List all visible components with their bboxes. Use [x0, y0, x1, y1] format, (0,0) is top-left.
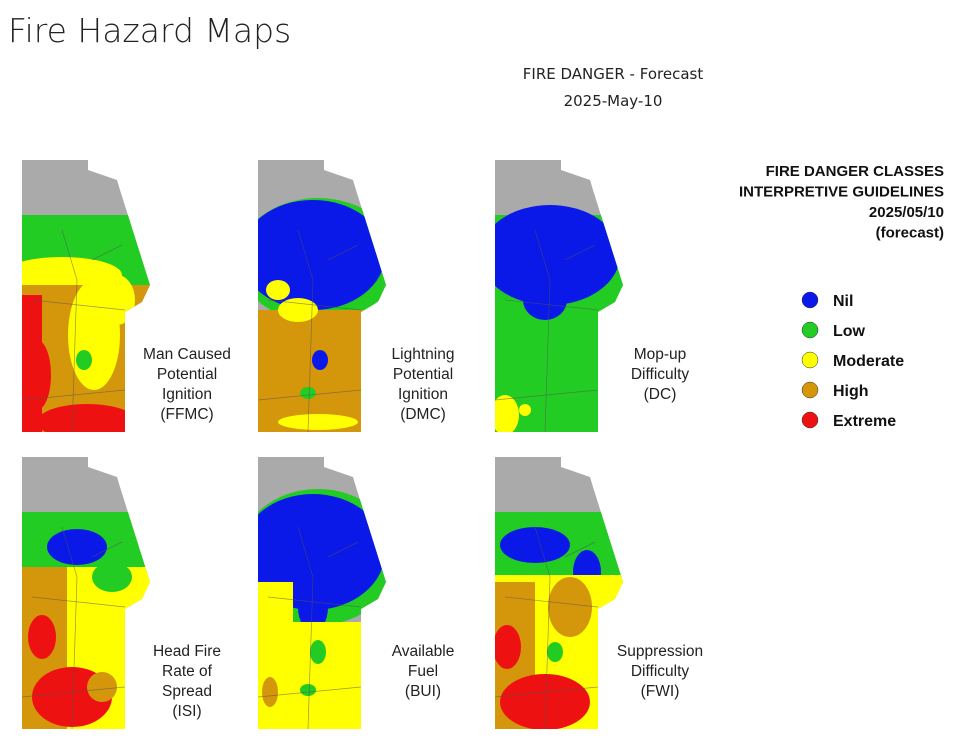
zone — [266, 280, 290, 300]
zone — [47, 529, 107, 565]
legend-swatch — [801, 291, 819, 309]
fire-map — [495, 160, 623, 432]
zone — [262, 677, 278, 707]
legend-label: Low — [833, 323, 866, 340]
page-title: Fire Hazard Maps — [8, 11, 291, 50]
zone — [523, 280, 567, 320]
roads — [495, 526, 599, 729]
legend-heading: (forecast) — [876, 225, 944, 242]
fire-map — [22, 457, 150, 729]
forecast-date: 2025-May-10 — [564, 92, 663, 110]
zone — [258, 494, 385, 610]
legend-heading: FIRE DANGER CLASSES — [766, 163, 944, 180]
map-zones — [258, 198, 386, 432]
roads — [22, 229, 126, 432]
zone — [500, 674, 590, 729]
map-label: Ignition — [398, 386, 448, 403]
zone — [519, 404, 531, 416]
zone — [312, 350, 328, 370]
zone — [310, 640, 326, 664]
zone — [495, 205, 620, 305]
zone — [28, 615, 56, 659]
zone — [300, 387, 316, 399]
map-label: Man Caused — [143, 346, 231, 363]
zone — [76, 350, 92, 370]
map-label: Available — [392, 643, 455, 660]
map-label: (ISI) — [172, 703, 201, 720]
map-zones — [495, 512, 623, 729]
legend-swatch — [801, 321, 819, 339]
fire-map — [258, 160, 386, 432]
fire-map — [258, 457, 386, 729]
zone — [258, 582, 293, 632]
zone — [298, 582, 328, 632]
zone — [92, 562, 132, 592]
zone — [495, 625, 521, 669]
legend-label: Extreme — [833, 413, 896, 430]
map-zones — [258, 489, 386, 729]
forecast-title: FIRE DANGER - Forecast — [523, 65, 704, 83]
zone — [495, 395, 519, 432]
legend-swatch — [801, 351, 819, 369]
zone — [570, 649, 600, 685]
map-label: (DMC) — [400, 406, 446, 423]
map-label: Difficulty — [631, 663, 690, 680]
map-label: Difficulty — [631, 366, 690, 383]
legend-swatch — [801, 411, 819, 429]
zone — [258, 200, 385, 310]
legend-swatch — [801, 381, 819, 399]
zone — [23, 340, 51, 410]
fire-map — [22, 160, 150, 432]
map-zones — [495, 205, 623, 432]
zone — [300, 684, 316, 696]
map-label: Ignition — [162, 386, 212, 403]
map-zones — [22, 512, 150, 729]
legend-heading: 2025/05/10 — [869, 204, 944, 221]
map-zones — [22, 215, 150, 432]
map-label: Mop-up — [634, 346, 687, 363]
map-label: Fuel — [408, 663, 438, 680]
zone — [258, 622, 386, 729]
map-label: Potential — [393, 366, 453, 383]
zone — [99, 275, 135, 325]
zone — [87, 672, 117, 702]
legend-label: Moderate — [833, 353, 904, 370]
map-label: Rate of — [162, 663, 213, 680]
map-label: Spread — [162, 683, 212, 700]
roads — [495, 229, 599, 432]
map-label: Head Fire — [153, 643, 221, 660]
legend-label: Nil — [833, 293, 853, 310]
zone — [548, 577, 592, 637]
map-label: Suppression — [617, 643, 703, 660]
roads — [258, 526, 362, 729]
legend-label: High — [833, 383, 869, 400]
zone — [37, 404, 137, 432]
zone — [500, 527, 570, 563]
legend-heading: INTERPRETIVE GUIDELINES — [739, 184, 944, 201]
map-label: (DC) — [644, 386, 677, 403]
map-label: (FWI) — [641, 683, 680, 700]
roads — [22, 526, 126, 729]
zone — [547, 642, 563, 662]
fire-map — [495, 457, 623, 729]
zone — [278, 414, 358, 430]
roads — [258, 229, 362, 432]
map-label: Potential — [157, 366, 217, 383]
map-label: (BUI) — [405, 683, 441, 700]
map-label: Lightning — [392, 346, 455, 363]
map-label: (FFMC) — [160, 406, 213, 423]
